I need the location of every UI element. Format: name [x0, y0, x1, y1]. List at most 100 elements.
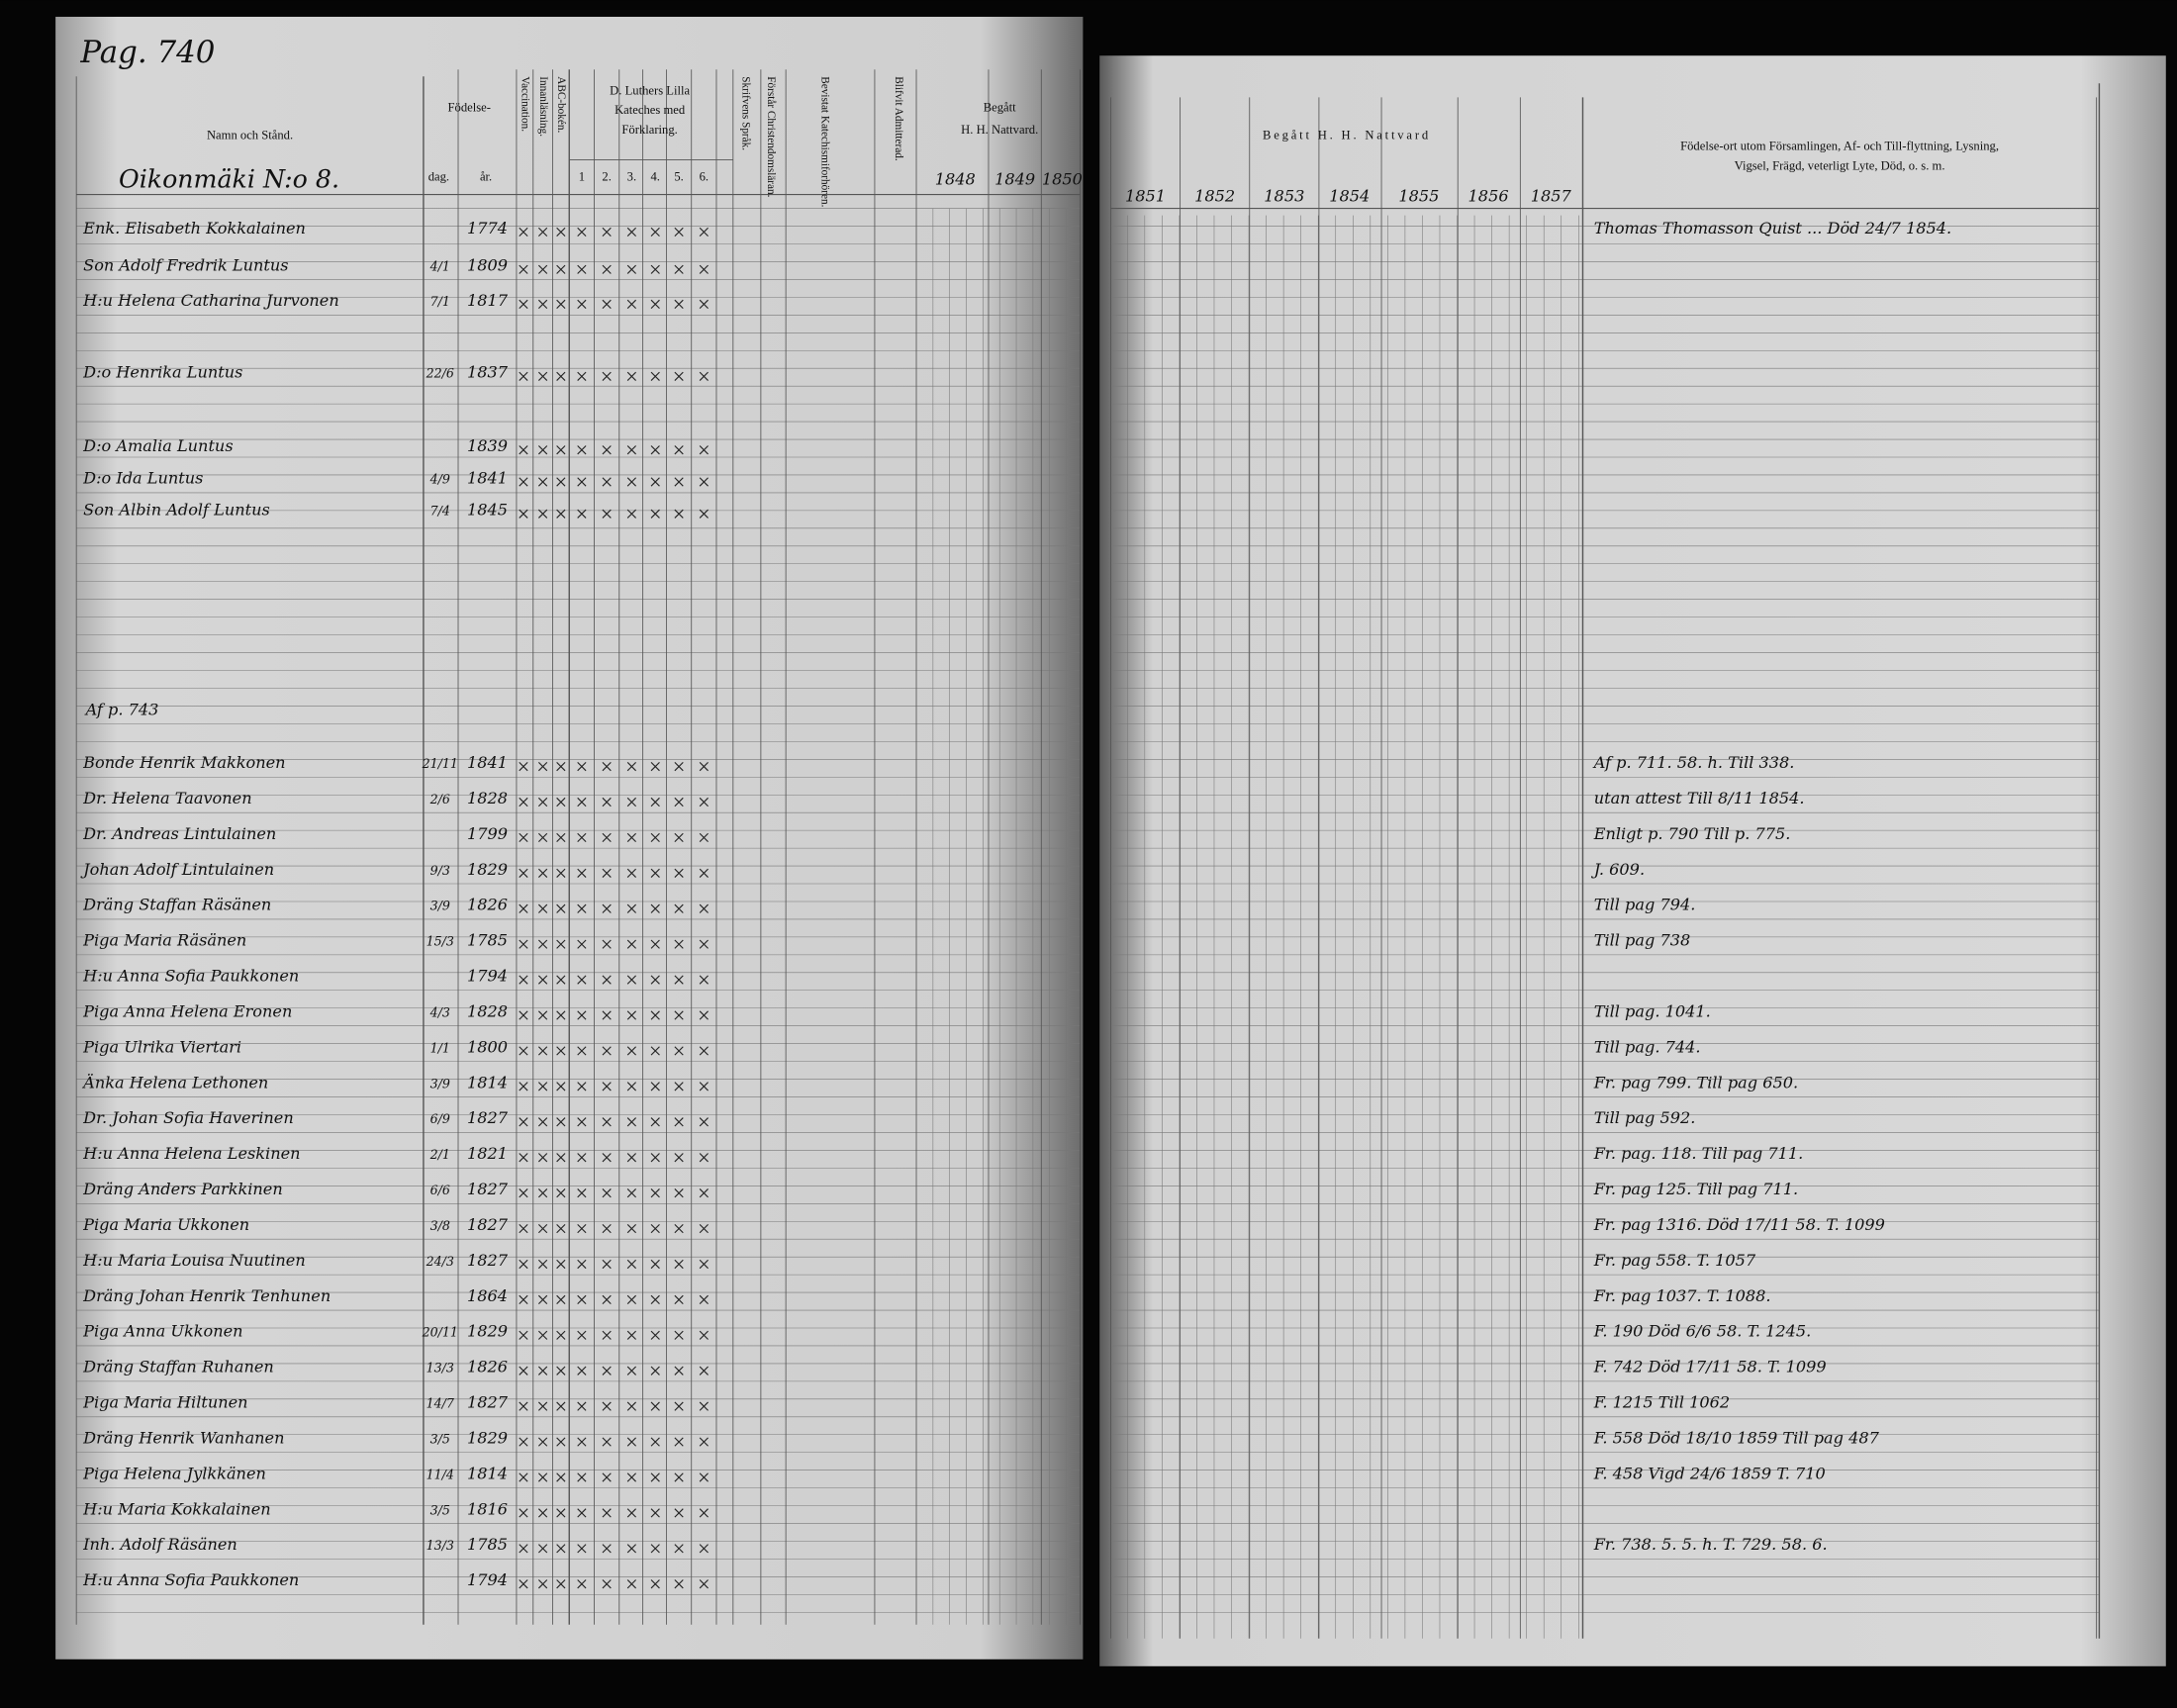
birth-day: 1/1 [430, 1040, 450, 1055]
tick-mark [577, 797, 587, 807]
tick-mark [626, 509, 636, 519]
tick-mark [674, 1259, 684, 1270]
tick-mark [650, 1579, 660, 1589]
tick-mark [556, 1046, 566, 1056]
tick-mark [519, 762, 528, 772]
tick-mark [674, 903, 684, 913]
tick-mark [556, 975, 566, 985]
tick-mark [650, 1117, 660, 1127]
tick-mark [556, 1259, 566, 1270]
tick-mark [519, 1366, 528, 1376]
tick-mark [626, 1223, 636, 1234]
header-text: Förstår Christendomsläran. [765, 76, 777, 197]
tick-mark [602, 1117, 612, 1127]
tick-mark [537, 1330, 548, 1340]
tick-mark [519, 1401, 528, 1411]
tick-mark [699, 1117, 709, 1127]
tick-mark [650, 509, 660, 519]
tick-mark [577, 832, 587, 843]
tick-mark [537, 832, 548, 843]
person-name: Dräng Anders Parkkinen [82, 1180, 283, 1198]
tick-mark [650, 1082, 660, 1091]
tick-mark [699, 371, 709, 381]
tick-mark [537, 1188, 548, 1198]
birth-day: 7/4 [430, 504, 450, 519]
tick-mark [537, 1046, 548, 1056]
tick-mark [699, 1437, 709, 1447]
remark: Fr. 738. 5. 5. h. T. 729. 58. 6. [1593, 1535, 1828, 1554]
tick-mark [602, 975, 612, 985]
header-text: Födelse-ort utom Församlingen, Af- och T… [1680, 140, 1999, 153]
header-text: 5. [674, 170, 683, 184]
tick-mark [674, 227, 684, 237]
remark: Fr. pag 125. Till pag 711. [1593, 1180, 1798, 1198]
birth-year: 1829 [467, 1428, 508, 1447]
tick-mark [699, 299, 709, 309]
tick-mark [537, 903, 548, 913]
tick-mark [577, 939, 587, 949]
remark: F. 558 Död 18/10 1859 Till pag 487 [1593, 1428, 1880, 1447]
tick-mark [537, 868, 548, 878]
tick-mark [519, 1472, 528, 1482]
tick-mark [626, 832, 636, 843]
tick-mark [519, 371, 528, 381]
header-text: 6. [700, 170, 709, 184]
header-text: Begått H. H. Nattvard [1263, 128, 1431, 142]
person-name: Dr. Helena Taavonen [82, 789, 251, 807]
tick-mark [519, 1082, 528, 1091]
tick-mark [556, 939, 566, 949]
birth-year: 1829 [467, 1322, 508, 1341]
birth-day: 4/9 [429, 471, 450, 486]
tick-mark [577, 1401, 587, 1411]
person-name: Piga Maria Räsänen [82, 931, 246, 950]
tick-mark [650, 1153, 660, 1163]
header-text: Bevistat Katechismiforhören. [819, 76, 831, 207]
tick-mark [537, 1082, 548, 1091]
tick-mark [699, 1579, 709, 1589]
tick-mark [602, 1437, 612, 1447]
tick-mark [537, 227, 548, 237]
tick-mark [674, 371, 684, 381]
remark: Fr. pag 1316. Död 17/11 58. T. 1099 [1593, 1215, 1885, 1234]
birth-year: 1827 [467, 1215, 509, 1234]
tick-mark [556, 445, 566, 455]
header-text: 1852 [1194, 187, 1235, 206]
header-text: Vigsel, Frägd, veterligt Lyte, Död, o. s… [1735, 158, 1945, 172]
tick-mark [602, 1544, 612, 1554]
birth-day: 20/11 [422, 1325, 458, 1340]
tick-mark [537, 1401, 548, 1411]
tick-mark [674, 1472, 684, 1482]
tick-mark [537, 264, 548, 274]
tick-mark [674, 1366, 684, 1376]
tick-mark [519, 227, 528, 237]
person-name: Piga Ulrika Viertari [82, 1037, 241, 1056]
tick-mark [674, 1401, 684, 1411]
tick-mark [626, 939, 636, 949]
tick-mark [674, 1579, 684, 1589]
tick-mark [519, 509, 528, 519]
header-text: H. H. Nattvard. [961, 123, 1038, 137]
tick-mark [519, 1508, 528, 1518]
header-text: 3. [627, 170, 636, 184]
tick-mark [699, 832, 709, 843]
tick-mark [556, 1082, 566, 1091]
tick-mark [519, 1437, 528, 1447]
birth-year: 1799 [467, 824, 508, 843]
tick-mark [699, 1046, 709, 1056]
tick-mark [577, 1117, 587, 1127]
tick-mark [650, 832, 660, 843]
tick-mark [650, 1472, 660, 1482]
remark: Fr. pag 799. Till pag 650. [1593, 1073, 1798, 1091]
tick-mark [556, 903, 566, 913]
tick-mark [537, 1508, 548, 1518]
birth-year: 1821 [467, 1144, 508, 1163]
tick-mark [519, 1010, 528, 1020]
tick-mark [602, 868, 612, 878]
remark: F. 742 Död 17/11 58. T. 1099 [1593, 1358, 1827, 1376]
person-name: D:o Henrika Luntus [82, 363, 242, 382]
tick-mark [674, 1010, 684, 1020]
tick-mark [519, 797, 528, 807]
birth-year: 1785 [467, 931, 508, 950]
tick-mark [674, 939, 684, 949]
tick-mark [650, 762, 660, 772]
